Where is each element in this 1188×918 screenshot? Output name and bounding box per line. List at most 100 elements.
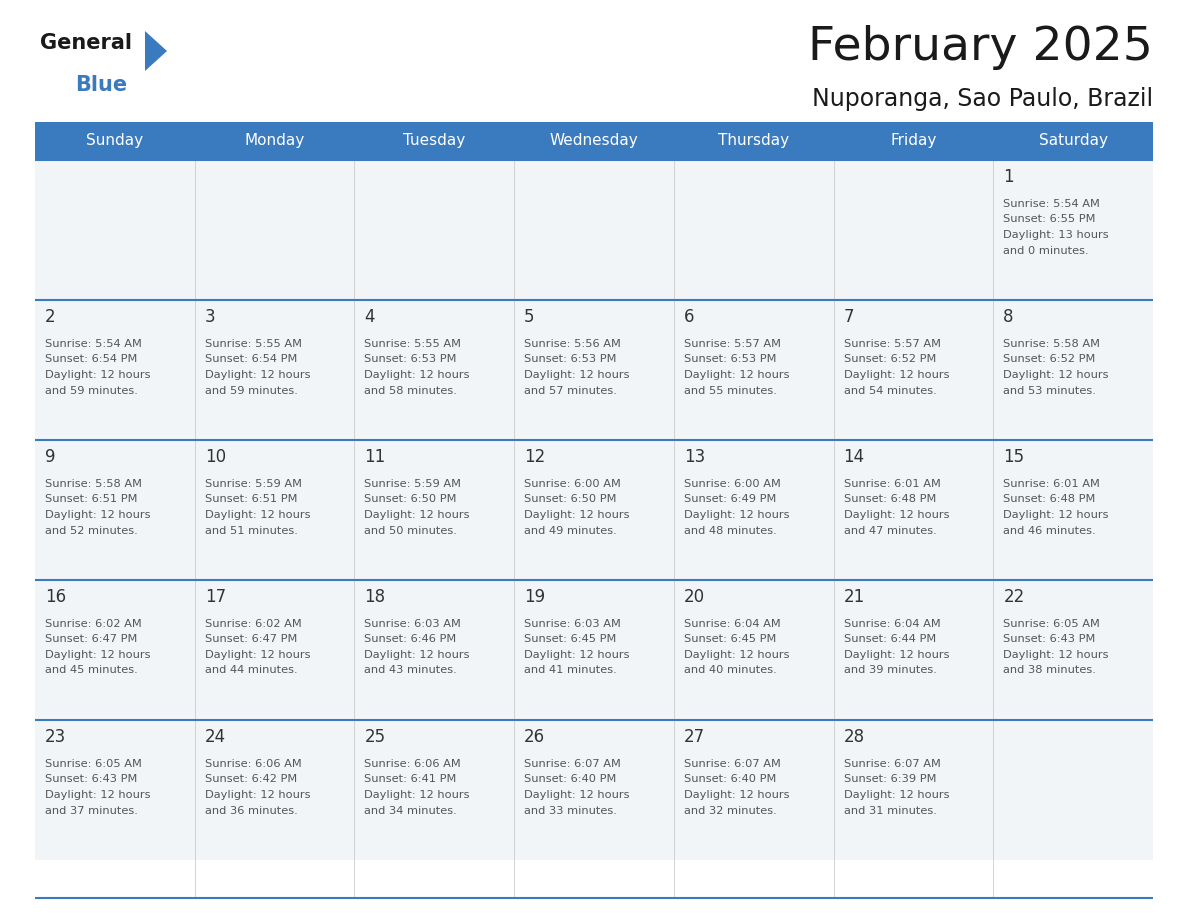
Text: Sunrise: 6:06 AM: Sunrise: 6:06 AM bbox=[365, 759, 461, 769]
Text: 14: 14 bbox=[843, 448, 865, 466]
Text: Daylight: 12 hours: Daylight: 12 hours bbox=[45, 370, 151, 380]
Bar bbox=[34, 720, 1154, 860]
Text: Daylight: 12 hours: Daylight: 12 hours bbox=[204, 790, 310, 800]
Text: Sunset: 6:47 PM: Sunset: 6:47 PM bbox=[204, 634, 297, 644]
Text: Sunset: 6:53 PM: Sunset: 6:53 PM bbox=[365, 354, 457, 364]
Text: General: General bbox=[40, 33, 132, 53]
Text: Sunset: 6:50 PM: Sunset: 6:50 PM bbox=[524, 495, 617, 505]
Text: and 59 minutes.: and 59 minutes. bbox=[45, 386, 138, 396]
Text: Daylight: 12 hours: Daylight: 12 hours bbox=[524, 790, 630, 800]
Text: Nuporanga, Sao Paulo, Brazil: Nuporanga, Sao Paulo, Brazil bbox=[811, 87, 1154, 111]
Text: Sunset: 6:51 PM: Sunset: 6:51 PM bbox=[204, 495, 297, 505]
Text: Saturday: Saturday bbox=[1038, 133, 1107, 149]
Text: Sunrise: 6:07 AM: Sunrise: 6:07 AM bbox=[843, 759, 941, 769]
Text: and 0 minutes.: and 0 minutes. bbox=[1004, 245, 1089, 255]
Text: Sunset: 6:40 PM: Sunset: 6:40 PM bbox=[524, 775, 617, 785]
Text: Daylight: 12 hours: Daylight: 12 hours bbox=[843, 370, 949, 380]
Text: Tuesday: Tuesday bbox=[403, 133, 466, 149]
Text: 11: 11 bbox=[365, 448, 386, 466]
Text: 18: 18 bbox=[365, 588, 386, 606]
Text: Monday: Monday bbox=[245, 133, 304, 149]
Text: Sunrise: 5:57 AM: Sunrise: 5:57 AM bbox=[843, 339, 941, 349]
Bar bbox=[34, 122, 1154, 160]
Text: and 49 minutes.: and 49 minutes. bbox=[524, 525, 617, 535]
Text: Sunset: 6:44 PM: Sunset: 6:44 PM bbox=[843, 634, 936, 644]
Text: and 51 minutes.: and 51 minutes. bbox=[204, 525, 297, 535]
Text: Daylight: 12 hours: Daylight: 12 hours bbox=[204, 510, 310, 520]
Text: Sunrise: 6:03 AM: Sunrise: 6:03 AM bbox=[524, 619, 621, 629]
Text: Sunrise: 6:07 AM: Sunrise: 6:07 AM bbox=[684, 759, 781, 769]
Bar bbox=[34, 160, 1154, 300]
Text: Sunset: 6:46 PM: Sunset: 6:46 PM bbox=[365, 634, 456, 644]
Text: 3: 3 bbox=[204, 308, 215, 326]
Text: 5: 5 bbox=[524, 308, 535, 326]
Text: and 43 minutes.: and 43 minutes. bbox=[365, 666, 457, 676]
Text: Sunrise: 5:54 AM: Sunrise: 5:54 AM bbox=[1004, 199, 1100, 209]
Text: 28: 28 bbox=[843, 728, 865, 746]
Text: 7: 7 bbox=[843, 308, 854, 326]
Text: Sunrise: 6:00 AM: Sunrise: 6:00 AM bbox=[524, 479, 621, 489]
Text: 22: 22 bbox=[1004, 588, 1024, 606]
Text: Sunrise: 6:03 AM: Sunrise: 6:03 AM bbox=[365, 619, 461, 629]
Text: Wednesday: Wednesday bbox=[550, 133, 638, 149]
Text: 6: 6 bbox=[684, 308, 694, 326]
Text: and 47 minutes.: and 47 minutes. bbox=[843, 525, 936, 535]
Text: Sunrise: 6:05 AM: Sunrise: 6:05 AM bbox=[45, 759, 141, 769]
Text: 24: 24 bbox=[204, 728, 226, 746]
Text: February 2025: February 2025 bbox=[808, 25, 1154, 70]
Text: and 58 minutes.: and 58 minutes. bbox=[365, 386, 457, 396]
Text: Daylight: 12 hours: Daylight: 12 hours bbox=[45, 650, 151, 660]
Text: Daylight: 12 hours: Daylight: 12 hours bbox=[365, 510, 470, 520]
Text: Sunset: 6:52 PM: Sunset: 6:52 PM bbox=[1004, 354, 1095, 364]
Text: Sunset: 6:52 PM: Sunset: 6:52 PM bbox=[843, 354, 936, 364]
Text: and 52 minutes.: and 52 minutes. bbox=[45, 525, 138, 535]
Text: and 32 minutes.: and 32 minutes. bbox=[684, 805, 777, 815]
Text: Daylight: 12 hours: Daylight: 12 hours bbox=[365, 790, 470, 800]
Text: and 53 minutes.: and 53 minutes. bbox=[1004, 386, 1097, 396]
Text: 10: 10 bbox=[204, 448, 226, 466]
Text: Sunset: 6:40 PM: Sunset: 6:40 PM bbox=[684, 775, 776, 785]
Text: and 39 minutes.: and 39 minutes. bbox=[843, 666, 936, 676]
Text: Blue: Blue bbox=[75, 75, 127, 95]
Text: 1: 1 bbox=[1004, 168, 1013, 186]
Text: Daylight: 12 hours: Daylight: 12 hours bbox=[45, 510, 151, 520]
Text: Sunrise: 6:04 AM: Sunrise: 6:04 AM bbox=[684, 619, 781, 629]
Text: 20: 20 bbox=[684, 588, 704, 606]
Text: 2: 2 bbox=[45, 308, 56, 326]
Text: 23: 23 bbox=[45, 728, 67, 746]
Text: Sunset: 6:53 PM: Sunset: 6:53 PM bbox=[684, 354, 776, 364]
Text: and 31 minutes.: and 31 minutes. bbox=[843, 805, 936, 815]
Text: Sunrise: 6:00 AM: Sunrise: 6:00 AM bbox=[684, 479, 781, 489]
Text: Daylight: 12 hours: Daylight: 12 hours bbox=[1004, 510, 1108, 520]
Text: and 40 minutes.: and 40 minutes. bbox=[684, 666, 777, 676]
Text: Sunrise: 5:58 AM: Sunrise: 5:58 AM bbox=[1004, 339, 1100, 349]
Bar bbox=[34, 440, 1154, 580]
Text: and 34 minutes.: and 34 minutes. bbox=[365, 805, 457, 815]
Text: Friday: Friday bbox=[890, 133, 936, 149]
Text: Sunrise: 6:06 AM: Sunrise: 6:06 AM bbox=[204, 759, 302, 769]
Text: Sunset: 6:45 PM: Sunset: 6:45 PM bbox=[524, 634, 617, 644]
Bar bbox=[34, 580, 1154, 720]
Text: Daylight: 12 hours: Daylight: 12 hours bbox=[684, 370, 789, 380]
Text: Sunset: 6:43 PM: Sunset: 6:43 PM bbox=[1004, 634, 1095, 644]
Text: and 48 minutes.: and 48 minutes. bbox=[684, 525, 777, 535]
Text: 19: 19 bbox=[524, 588, 545, 606]
Text: Daylight: 12 hours: Daylight: 12 hours bbox=[1004, 370, 1108, 380]
Text: 9: 9 bbox=[45, 448, 56, 466]
Text: Sunrise: 6:02 AM: Sunrise: 6:02 AM bbox=[45, 619, 141, 629]
Text: Sunset: 6:42 PM: Sunset: 6:42 PM bbox=[204, 775, 297, 785]
Text: 21: 21 bbox=[843, 588, 865, 606]
Text: Daylight: 12 hours: Daylight: 12 hours bbox=[365, 370, 470, 380]
Text: and 37 minutes.: and 37 minutes. bbox=[45, 805, 138, 815]
Text: Sunrise: 5:54 AM: Sunrise: 5:54 AM bbox=[45, 339, 141, 349]
Text: Sunrise: 5:57 AM: Sunrise: 5:57 AM bbox=[684, 339, 781, 349]
Text: Sunrise: 5:55 AM: Sunrise: 5:55 AM bbox=[204, 339, 302, 349]
Text: 27: 27 bbox=[684, 728, 704, 746]
Text: and 46 minutes.: and 46 minutes. bbox=[1004, 525, 1095, 535]
Text: Daylight: 12 hours: Daylight: 12 hours bbox=[684, 510, 789, 520]
Text: and 41 minutes.: and 41 minutes. bbox=[524, 666, 617, 676]
Text: Daylight: 12 hours: Daylight: 12 hours bbox=[843, 790, 949, 800]
Text: Sunrise: 5:58 AM: Sunrise: 5:58 AM bbox=[45, 479, 143, 489]
Text: Daylight: 12 hours: Daylight: 12 hours bbox=[843, 650, 949, 660]
Text: Daylight: 12 hours: Daylight: 12 hours bbox=[684, 650, 789, 660]
